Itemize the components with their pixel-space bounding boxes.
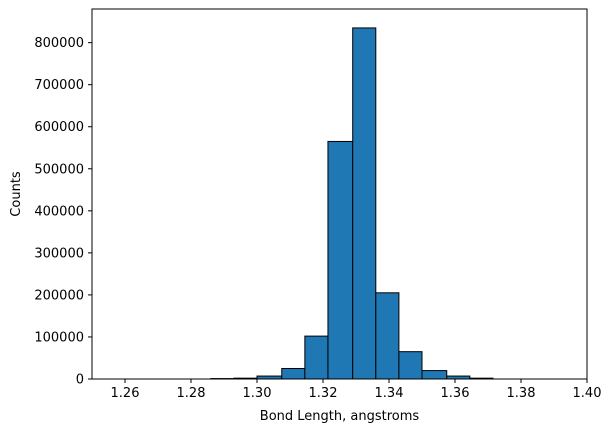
y-tick-label: 500000 [34,162,84,177]
x-tick-label: 1.34 [375,386,404,401]
y-axis-title: Counts [9,171,24,217]
x-tick-label: 1.26 [111,386,140,401]
y-tick-label: 800000 [34,36,84,51]
histogram-bar [376,293,399,379]
y-tick-label: 200000 [34,288,84,303]
y-axis-ticks: 0 100000 200000 300000 400000 500000 600000 700… [34,36,92,387]
histogram-bar [353,28,376,379]
x-tick-label: 1.28 [177,386,206,401]
y-tick-label: 700000 [34,78,84,93]
histogram-bar [399,352,422,379]
y-tick-label: 600000 [34,120,84,135]
x-axis-ticks: 1.26 1.28 1.30 1.32 1.34 1.36 1.38 1.40 [111,379,602,401]
y-tick-label: 300000 [34,246,84,261]
x-tick-label: 1.38 [507,386,536,401]
x-tick-label: 1.36 [441,386,470,401]
x-tick-label: 1.30 [243,386,272,401]
histogram-bar [422,371,447,379]
histogram-bar [305,336,328,379]
histogram-bar [282,368,305,379]
bars-layer [211,28,493,379]
x-tick-label: 1.40 [573,386,602,401]
y-tick-label: 0 [76,373,84,388]
x-axis-title: Bond Length, angstroms [260,409,420,424]
y-tick-label: 100000 [34,330,84,345]
y-tick-label: 400000 [34,204,84,219]
x-tick-label: 1.32 [309,386,338,401]
histogram-bar [328,141,353,379]
